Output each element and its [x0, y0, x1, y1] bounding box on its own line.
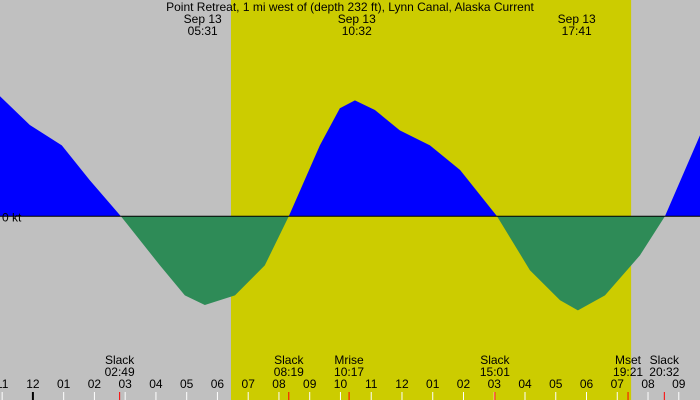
event-time: 10:32	[342, 24, 372, 38]
event-date: Sep 13	[338, 12, 376, 26]
x-tick-label: 02	[457, 377, 471, 391]
event-name: Slack	[105, 353, 135, 367]
x-tick-label: 07	[242, 377, 256, 391]
x-tick-label: 07	[611, 377, 625, 391]
x-tick-label: 08	[272, 377, 286, 391]
x-tick-label: 08	[641, 377, 655, 391]
x-tick-label: 11	[0, 377, 9, 391]
x-tick-label: 11	[365, 377, 378, 391]
x-tick-label: 06	[211, 377, 225, 391]
chart-title: Point Retreat, 1 mi west of (depth 232 f…	[166, 0, 534, 14]
event-time: 05:31	[188, 24, 218, 38]
x-tick-label: 03	[118, 377, 132, 391]
x-tick-label: 09	[672, 377, 686, 391]
x-tick-label: 12	[395, 377, 409, 391]
x-tick-label: 01	[57, 377, 71, 391]
x-tick-label: 01	[426, 377, 440, 391]
x-tick-label: 02	[88, 377, 102, 391]
ebb-area	[0, 216, 700, 311]
event-time: 02:49	[105, 365, 135, 379]
event-date: Sep 13	[558, 12, 596, 26]
x-tick-label: 09	[303, 377, 317, 391]
x-tick-label: 10	[334, 377, 348, 391]
x-tick-label: 04	[518, 377, 532, 391]
event-name: Slack	[650, 353, 680, 367]
x-tick-label: 12	[26, 377, 40, 391]
x-tick-label: 05	[549, 377, 563, 391]
event-name: Mset	[615, 353, 642, 367]
x-tick-label: 06	[580, 377, 594, 391]
flood-area	[0, 96, 700, 217]
event-time: 10:17	[334, 365, 364, 379]
x-tick-label: 04	[149, 377, 163, 391]
event-time: 19:21	[613, 365, 643, 379]
y-tick-label: 0 kt	[2, 210, 22, 224]
event-date: Sep 13	[184, 12, 222, 26]
event-time: 15:01	[480, 365, 510, 379]
x-tick-label: 05	[180, 377, 194, 391]
event-name: Slack	[274, 353, 304, 367]
event-time: 20:32	[649, 365, 679, 379]
x-tick-label: 03	[488, 377, 502, 391]
event-time: 08:19	[274, 365, 304, 379]
event-time: 17:41	[562, 24, 592, 38]
event-name: Slack	[480, 353, 510, 367]
event-name: Mrise	[334, 353, 364, 367]
